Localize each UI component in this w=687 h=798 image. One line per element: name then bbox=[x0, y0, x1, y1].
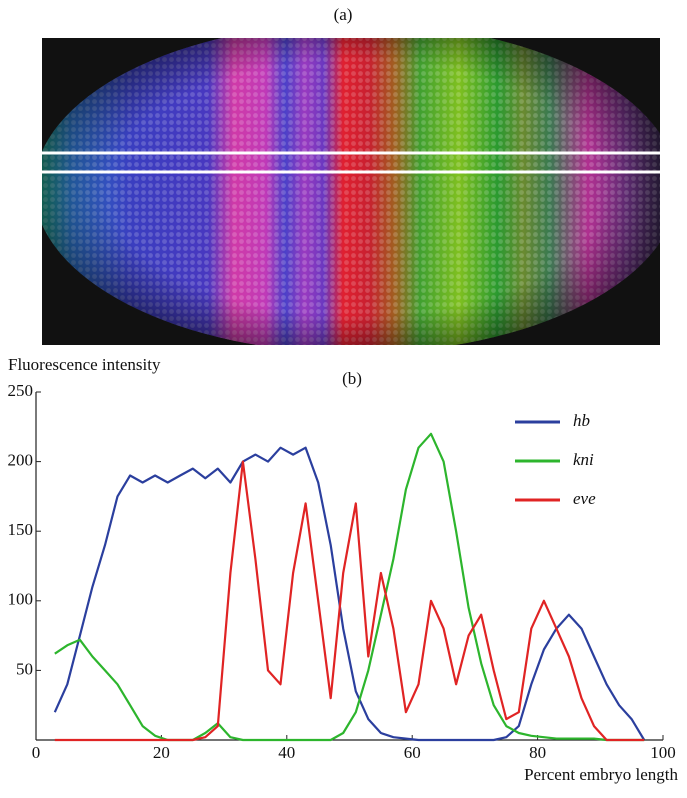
x-tick-label: 100 bbox=[650, 743, 676, 762]
legend-label: hb bbox=[573, 411, 590, 430]
series-line bbox=[53, 446, 646, 742]
x-tick-label: 60 bbox=[404, 743, 421, 762]
y-tick-label: 150 bbox=[8, 520, 34, 539]
x-tick-label: 0 bbox=[32, 743, 41, 762]
panel-label: (a) bbox=[334, 5, 353, 24]
legend-label: kni bbox=[573, 450, 594, 469]
x-tick-label: 40 bbox=[278, 743, 295, 762]
x-axis-title: Percent embryo length bbox=[524, 765, 678, 784]
y-tick-label: 250 bbox=[8, 381, 34, 400]
series-line bbox=[54, 460, 645, 742]
y-tick-label: 100 bbox=[8, 590, 34, 609]
y-axis-title: Fluorescence intensity bbox=[8, 355, 161, 374]
panel-label: (b) bbox=[342, 369, 362, 388]
legend-label: eve bbox=[573, 489, 596, 508]
y-tick-label: 50 bbox=[16, 659, 33, 678]
x-tick-label: 20 bbox=[153, 743, 170, 762]
y-tick-label: 200 bbox=[8, 451, 34, 470]
embryo-image bbox=[42, 38, 660, 345]
series-line bbox=[54, 432, 645, 742]
x-tick-label: 80 bbox=[529, 743, 546, 762]
